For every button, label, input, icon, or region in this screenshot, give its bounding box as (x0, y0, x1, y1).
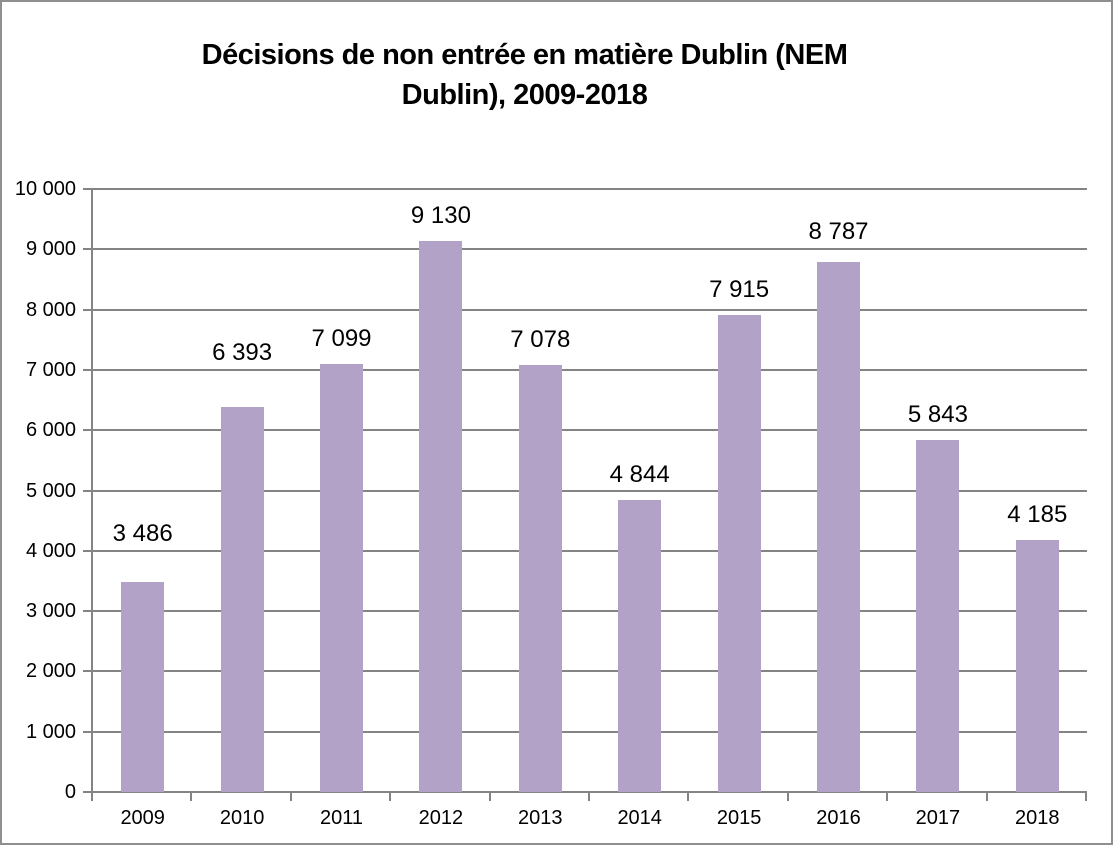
bar-value-label: 4 185 (1007, 500, 1068, 528)
y-axis-tick-mark (83, 610, 91, 613)
x-axis-tick-label: 2011 (319, 807, 363, 829)
bar (419, 241, 463, 792)
x-axis-tick-label: 2010 (219, 807, 265, 829)
y-axis-tick-mark (83, 188, 91, 190)
y-axis-tick-label: 1 000 (25, 720, 76, 743)
y-axis-tick-label: 2 000 (25, 660, 76, 683)
y-axis-tick-label: 3 000 (25, 600, 76, 623)
bar (618, 499, 662, 792)
bar-value-label: 3 486 (112, 519, 173, 547)
y-axis-tick-label: 10 000 (14, 178, 76, 200)
x-axis-tick-mark (1085, 793, 1087, 801)
gridline (93, 670, 1087, 673)
x-axis-tick-label: 2013 (518, 807, 563, 829)
y-axis-tick-mark (83, 489, 91, 492)
y-axis-tick-label: 5 000 (25, 479, 76, 502)
gridline (93, 730, 1087, 733)
x-axis-tick-label: 2018 (1015, 807, 1060, 829)
bar (220, 406, 264, 792)
x-axis-tick-mark (190, 793, 193, 801)
x-axis-tick-mark (985, 793, 988, 801)
y-axis-tick-mark (83, 248, 91, 251)
x-axis-line (91, 791, 1087, 793)
x-axis-tick-mark (588, 793, 590, 801)
y-axis-tick-mark (83, 549, 91, 552)
x-axis-tick-label: 2014 (617, 807, 662, 829)
y-axis-tick-mark (83, 429, 91, 432)
y-axis-tick-label: 8 000 (25, 298, 76, 321)
x-axis-tick-label: 2009 (120, 807, 165, 829)
x-axis-tick-label: 2016 (816, 807, 861, 829)
y-axis-tick-label: 7 000 (25, 358, 76, 381)
gridline (93, 549, 1087, 552)
x-axis-tick-label: 2017 (915, 807, 961, 829)
bar (717, 314, 761, 792)
x-axis-tick-label: 2015 (716, 807, 762, 829)
gridline (93, 429, 1087, 432)
x-axis-tick-mark (687, 793, 690, 801)
bar-value-label: 7 915 (709, 275, 770, 303)
bar (121, 581, 165, 792)
gridline (93, 308, 1087, 311)
bar (1015, 539, 1059, 792)
y-axis-tick-mark (83, 730, 91, 733)
gridline (93, 610, 1087, 613)
x-axis-tick-mark (488, 793, 491, 801)
chart-title: Décisions de non entrée en matière Dubli… (2, 35, 1047, 115)
y-axis-tick-mark (83, 670, 91, 673)
x-axis-tick-label: 2012 (418, 807, 464, 829)
bar-value-label: 7 099 (311, 324, 372, 352)
bar (817, 262, 860, 792)
bar-value-label: 4 844 (609, 460, 670, 488)
y-axis-line (91, 188, 93, 793)
chart-title-line1: Décisions de non entrée en matière Dubli… (201, 39, 848, 71)
y-axis-tick-mark (83, 791, 91, 793)
x-axis-tick-mark (389, 793, 392, 801)
gridline (93, 489, 1087, 492)
y-axis-tick-mark (83, 308, 91, 311)
bar (518, 365, 562, 792)
gridline (93, 248, 1087, 251)
x-axis-tick-mark (786, 793, 789, 801)
y-axis-tick-label: 9 000 (25, 238, 76, 261)
gridline (93, 188, 1087, 190)
gridline (93, 368, 1087, 371)
y-axis-tick-label: 0 (64, 781, 76, 803)
bar-value-label: 8 787 (808, 218, 869, 246)
bar-value-label: 5 843 (907, 400, 968, 428)
x-axis-tick-mark (289, 793, 292, 801)
y-axis-tick-mark (83, 368, 91, 371)
bar-value-label: 9 130 (410, 202, 471, 230)
bar (916, 439, 960, 792)
chart-title-line2: Dublin), 2009-2018 (401, 79, 648, 111)
y-axis-tick-label: 6 000 (25, 419, 76, 442)
bar-value-label: 6 393 (212, 338, 273, 366)
y-axis-tick-label: 4 000 (25, 539, 76, 562)
bar (320, 363, 363, 792)
x-axis-tick-mark (91, 793, 93, 801)
bar-value-label: 7 078 (510, 326, 571, 354)
x-axis-tick-mark (886, 793, 889, 801)
